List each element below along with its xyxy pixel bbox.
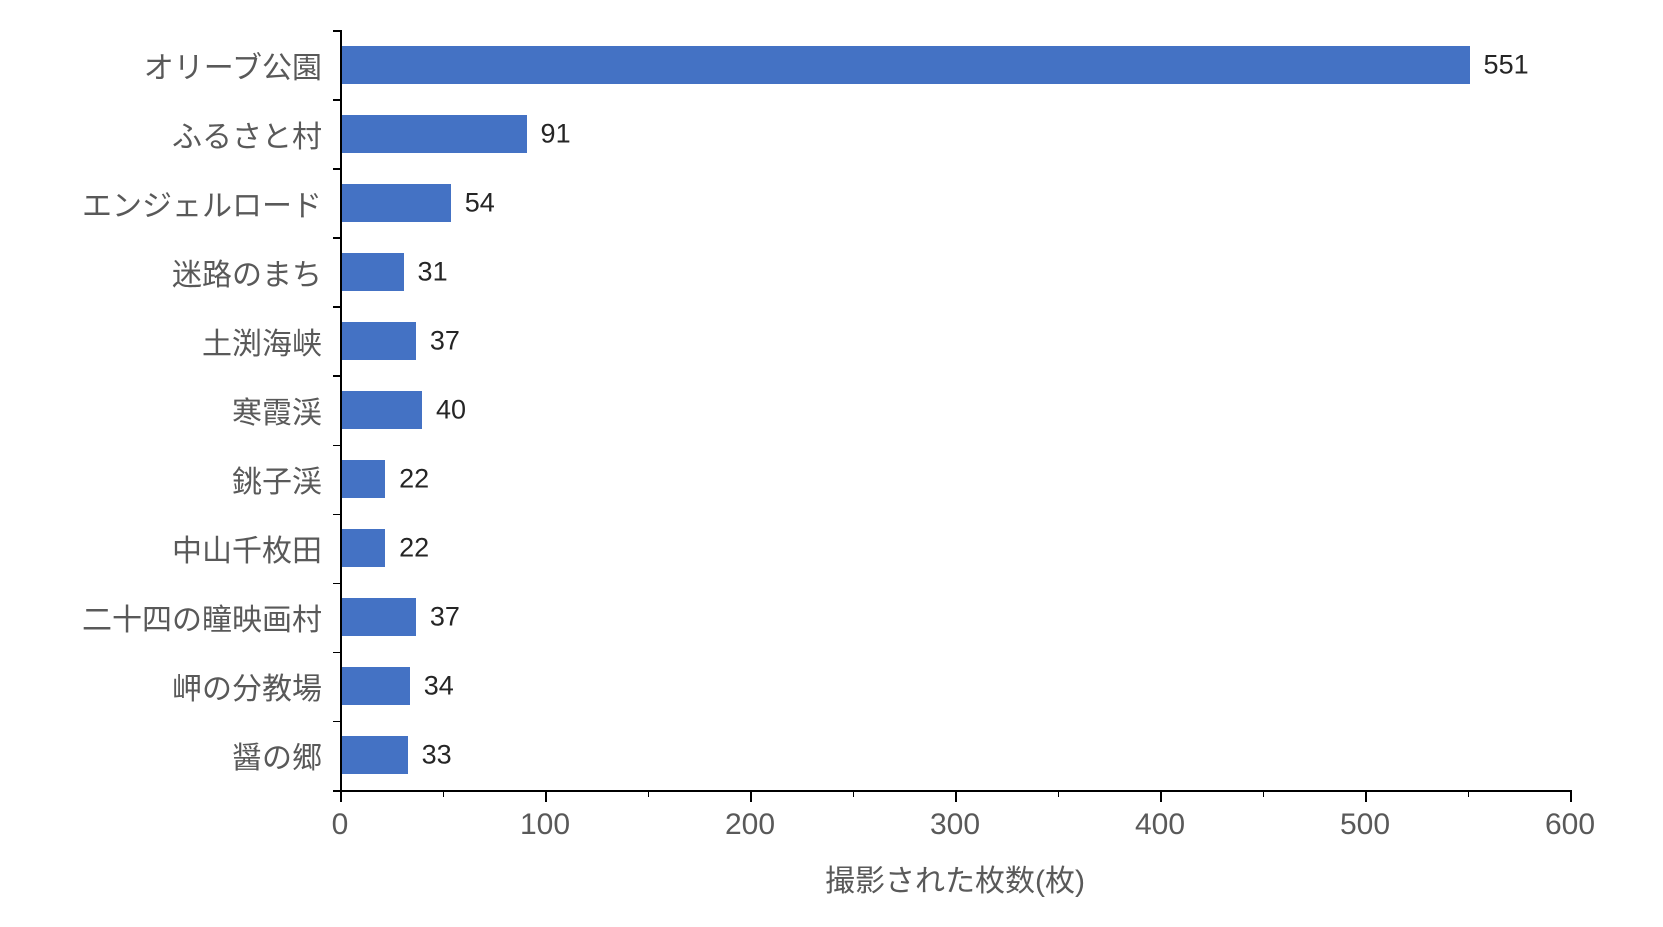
bar (342, 184, 451, 222)
x-major-tick (750, 790, 752, 802)
x-tick-label: 500 (1340, 808, 1390, 842)
x-minor-tick (1263, 790, 1265, 797)
y-tick (333, 721, 340, 723)
y-category-label: 中山千枚田 (172, 526, 322, 570)
y-category-label: 二十四の瞳映画村 (82, 595, 322, 639)
y-tick (333, 583, 340, 585)
y-category-label: 岬の分教場 (172, 664, 322, 708)
y-tick (333, 306, 340, 308)
y-category-label: 寒霞渓 (232, 388, 322, 432)
y-tick (333, 237, 340, 239)
y-category-label: エンジェルロード (82, 181, 322, 225)
x-major-tick (1365, 790, 1367, 802)
x-tick-label: 200 (725, 808, 775, 842)
x-tick-label: 300 (930, 808, 980, 842)
x-minor-tick (443, 790, 445, 797)
bar (342, 391, 423, 429)
bar-value-label: 22 (399, 464, 429, 495)
x-major-tick (1570, 790, 1572, 802)
bar (342, 736, 408, 774)
x-minor-tick (853, 790, 855, 797)
y-tick (333, 445, 340, 447)
bar (342, 115, 527, 153)
x-tick-label: 100 (520, 808, 570, 842)
y-tick (333, 790, 340, 792)
bar (342, 598, 416, 636)
bar-value-label: 34 (424, 671, 454, 702)
y-tick (333, 30, 340, 32)
bar-value-label: 551 (1484, 49, 1529, 80)
x-tick-label: 600 (1545, 808, 1595, 842)
y-tick (333, 375, 340, 377)
bar-value-label: 22 (399, 533, 429, 564)
bar (342, 667, 410, 705)
bar-value-label: 37 (430, 325, 460, 356)
x-axis-title: 撮影された枚数(枚) (825, 856, 1085, 900)
bar (342, 460, 386, 498)
x-major-tick (1160, 790, 1162, 802)
bar (342, 322, 416, 360)
x-major-tick (545, 790, 547, 802)
y-category-label: ふるさと村 (172, 112, 322, 156)
y-tick (333, 99, 340, 101)
bar-value-label: 40 (436, 395, 466, 426)
y-category-label: 迷路のまち (172, 250, 322, 294)
y-tick (333, 168, 340, 170)
x-tick-label: 0 (332, 808, 349, 842)
y-category-label: オリーブ公園 (144, 43, 322, 87)
y-category-label: 醤の郷 (232, 733, 322, 777)
x-major-tick (340, 790, 342, 802)
x-minor-tick (1468, 790, 1470, 797)
bar (342, 253, 404, 291)
bar (342, 46, 1470, 84)
bar-value-label: 37 (430, 602, 460, 633)
y-category-label: 土渕海峡 (202, 319, 322, 363)
x-minor-tick (648, 790, 650, 797)
bar-value-label: 54 (465, 187, 495, 218)
bar-chart: オリーブ公園 551 ふるさと村 91 エンジェルロード 54 迷路のまち 31 土渕海峡 37 寒… (0, 0, 1663, 927)
y-tick (333, 652, 340, 654)
bar (342, 529, 386, 567)
x-tick-label: 400 (1135, 808, 1185, 842)
x-major-tick (955, 790, 957, 802)
y-tick (333, 514, 340, 516)
bar-value-label: 33 (422, 740, 452, 771)
bar-value-label: 31 (418, 256, 448, 287)
y-category-label: 銚子渓 (232, 457, 322, 501)
x-minor-tick (1058, 790, 1060, 797)
bar-value-label: 91 (541, 118, 571, 149)
